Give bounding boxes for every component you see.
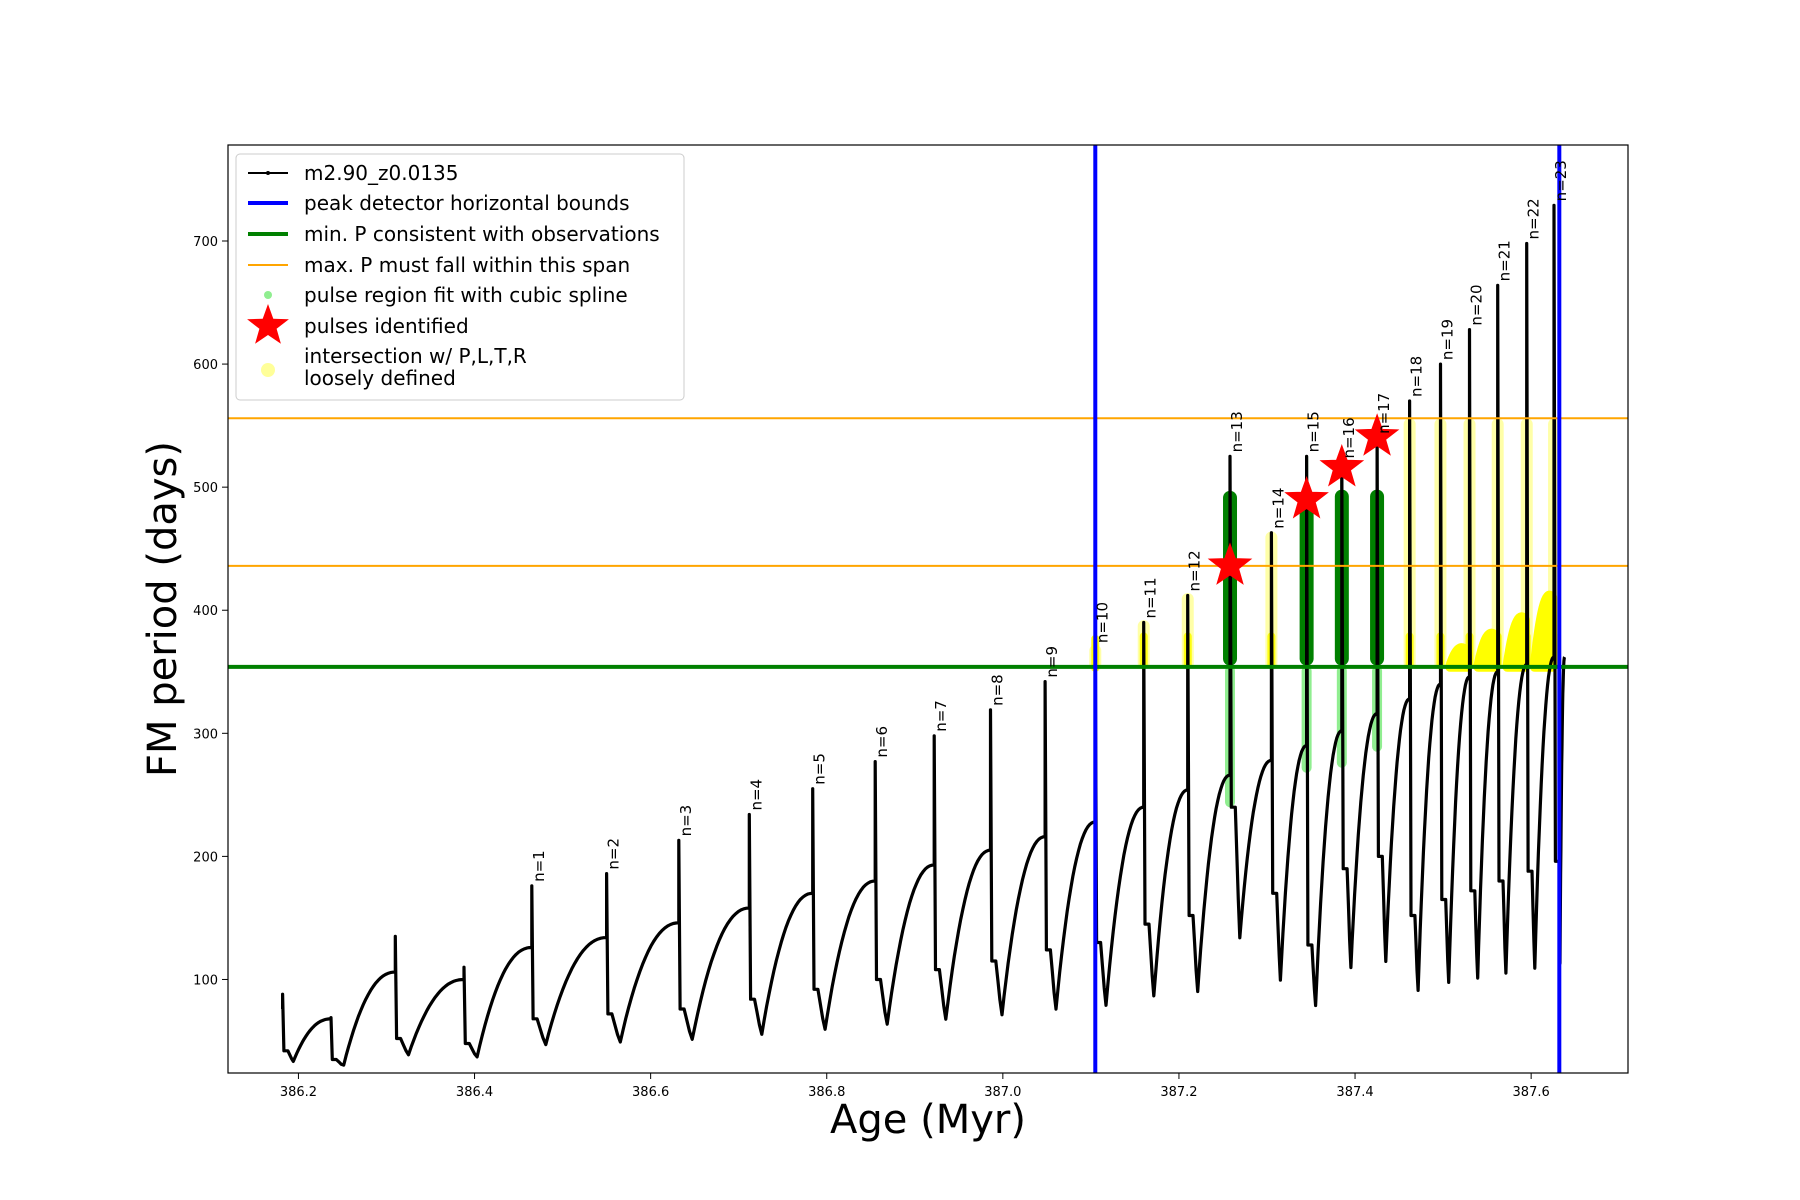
pulse-star-20 <box>1354 413 1400 456</box>
pulse-label-13: n=10 <box>1093 602 1111 643</box>
pulse-label-15: n=12 <box>1186 550 1204 591</box>
pulse-label-25: n=22 <box>1525 198 1543 239</box>
y-tick-label-4: 500 <box>193 481 218 496</box>
x-axis-label: Age (Myr) <box>830 1097 1026 1143</box>
legend-box <box>235 153 685 401</box>
pulse-label-24: n=21 <box>1496 240 1514 281</box>
x-tick-label-7: 387.6 <box>1513 1085 1550 1100</box>
x-tick-label-6: 387.4 <box>1336 1085 1373 1100</box>
x-tick-label-5: 387.2 <box>1160 1085 1197 1100</box>
x-tick-label-2: 386.6 <box>632 1085 669 1100</box>
pulse-star-18 <box>1284 476 1329 519</box>
model-curve <box>281 203 1567 1067</box>
pulse-label-22: n=19 <box>1438 319 1456 360</box>
legend-swatch-6 <box>261 363 275 377</box>
y-axis-label: FM period (days) <box>140 441 186 777</box>
pulse-label-21: n=18 <box>1408 356 1426 397</box>
x-tick-label-1: 386.4 <box>456 1085 493 1100</box>
legend-label-4: pulse region fit with cubic spline <box>304 283 628 307</box>
stars-layer <box>1207 413 1400 585</box>
legend-label-5: pulses identified <box>304 314 469 338</box>
intersection-blob-24 <box>1473 628 1501 672</box>
x-tick-label-3: 386.8 <box>808 1085 845 1100</box>
plot-frame <box>227 144 1629 1074</box>
legend-label-1: peak detector horizontal bounds <box>304 191 630 215</box>
pulse-label-6: n=3 <box>677 805 695 837</box>
pulse-label-26: n=23 <box>1552 160 1570 201</box>
legend-swatch-4 <box>264 291 272 299</box>
legend-label-6-line2: loosely defined <box>304 366 456 390</box>
x-tick-label-4: 387.0 <box>984 1085 1021 1100</box>
pulse-label-18: n=15 <box>1305 411 1323 452</box>
pulse-label-14: n=11 <box>1142 577 1160 618</box>
y-tick-label-2: 300 <box>193 727 218 742</box>
intersection-blob-26 <box>1529 590 1558 672</box>
pulse-label-17: n=14 <box>1269 488 1287 529</box>
vertical-lines-layer <box>1093 145 1562 1073</box>
horizontal-lines-layer <box>228 417 1628 669</box>
intersection-layer <box>1089 418 1561 672</box>
spline-fit-layer <box>1225 665 1383 808</box>
y-tick-label-0: 100 <box>193 973 218 988</box>
pulse-label-11: n=8 <box>989 674 1007 706</box>
pulse-label-16: n=13 <box>1228 411 1246 452</box>
pulse-labels-layer: n=1 n=2 n=3 n=4 n=5 n=6 n=7 n=8 n=9 n=10 n=11 n=12 n… <box>530 160 1570 882</box>
pulse-region-layer <box>1223 437 1385 666</box>
x-tick-label-0: 386.2 <box>280 1085 317 1100</box>
legend-label-2: min. P consistent with observations <box>304 222 660 246</box>
pulse-label-20: n=17 <box>1375 393 1393 434</box>
pulse-label-10: n=7 <box>932 700 950 732</box>
y-tick-label-5: 600 <box>193 358 218 373</box>
legend-label-6: intersection w/ P,L,T,R <box>304 344 527 368</box>
pulse-star-19 <box>1319 444 1365 487</box>
pulse-label-9: n=6 <box>873 726 891 758</box>
y-tick-label-1: 200 <box>193 850 218 865</box>
axes-layer: 386.2 386.4 386.6 386.8 387.0 387.2 387.4 387.6… <box>140 144 1629 1143</box>
pulse-label-8: n=5 <box>811 753 829 785</box>
pulse-label-7: n=4 <box>747 779 765 811</box>
pulse-label-23: n=20 <box>1468 284 1486 325</box>
pulse-label-5: n=2 <box>605 838 623 870</box>
legend-label-0: m2.90_z0.0135 <box>304 161 459 185</box>
legend-swatch-dot-0 <box>266 171 270 175</box>
intersection-blob-25 <box>1502 612 1530 672</box>
pulse-label-19: n=16 <box>1340 417 1358 458</box>
legend-swatch-5 <box>247 304 289 344</box>
pulse-label-4: n=1 <box>530 850 548 882</box>
pulse-label-12: n=9 <box>1043 646 1061 678</box>
y-tick-label-3: 400 <box>193 604 218 619</box>
intersection-blob-23 <box>1445 643 1473 672</box>
pulse-star-16 <box>1207 542 1253 585</box>
model-curve-layer <box>281 203 1567 1067</box>
legend-label-3: max. P must fall within this span <box>304 253 630 277</box>
y-tick-label-6: 700 <box>193 235 218 250</box>
